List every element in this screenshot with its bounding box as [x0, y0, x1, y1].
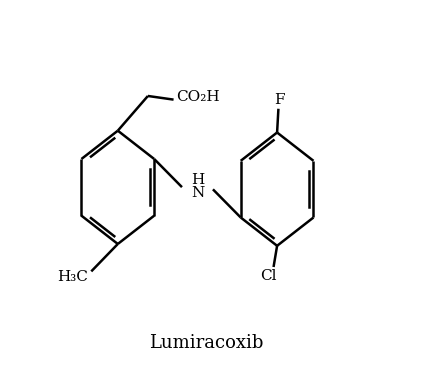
Text: H: H	[191, 173, 204, 187]
Text: F: F	[275, 93, 285, 106]
Text: Lumiracoxib: Lumiracoxib	[149, 334, 263, 352]
Text: H₃C: H₃C	[57, 270, 88, 284]
Text: Cl: Cl	[260, 269, 276, 283]
Text: CO₂H: CO₂H	[176, 90, 220, 104]
Text: N: N	[191, 186, 204, 200]
